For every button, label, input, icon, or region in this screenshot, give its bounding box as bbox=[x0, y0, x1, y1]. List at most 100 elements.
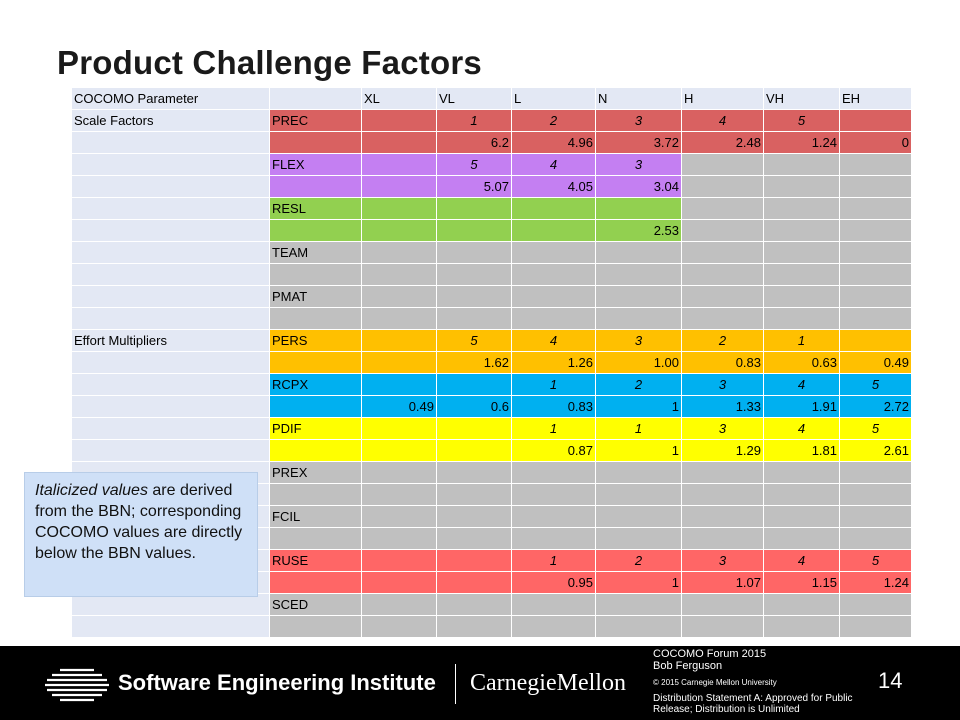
table-row bbox=[72, 264, 912, 286]
table-cell bbox=[437, 418, 512, 440]
table-cell bbox=[682, 242, 764, 264]
header-cell-xl: XL bbox=[362, 88, 437, 110]
row-factor-name: RCPX bbox=[270, 374, 362, 396]
row-factor-name bbox=[270, 616, 362, 638]
table-cell: 5 bbox=[437, 330, 512, 352]
table-cell bbox=[362, 440, 437, 462]
row-factor-name bbox=[270, 440, 362, 462]
table-cell bbox=[764, 308, 840, 330]
note-italic-text: Italicized values bbox=[35, 482, 148, 499]
table-cell bbox=[437, 528, 512, 550]
table-cell bbox=[840, 330, 912, 352]
table-cell bbox=[437, 220, 512, 242]
table-cell bbox=[362, 550, 437, 572]
table-header-row: COCOMO Parameter XL VL L N H VH EH bbox=[72, 88, 912, 110]
table-cell bbox=[362, 528, 437, 550]
table-cell bbox=[840, 528, 912, 550]
table-cell bbox=[764, 154, 840, 176]
table-row: Effort Multipliers PERS 5 4 3 2 1 bbox=[72, 330, 912, 352]
table-cell: 1 bbox=[596, 418, 682, 440]
table-row: 2.53 bbox=[72, 220, 912, 242]
table-cell: 1.07 bbox=[682, 572, 764, 594]
row-factor-name: RUSE bbox=[270, 550, 362, 572]
table-cell: 3 bbox=[682, 418, 764, 440]
table-cell bbox=[840, 242, 912, 264]
table-cell: 1.33 bbox=[682, 396, 764, 418]
table-cell bbox=[512, 506, 596, 528]
row-group-label bbox=[72, 176, 270, 198]
sei-wordmark: Software Engineering Institute bbox=[118, 670, 436, 695]
table-cell bbox=[840, 616, 912, 638]
row-group-label bbox=[72, 154, 270, 176]
table-row: 0.49 0.6 0.83 1 1.33 1.91 2.72 bbox=[72, 396, 912, 418]
table-cell: 0.83 bbox=[682, 352, 764, 374]
table-cell: 3 bbox=[682, 374, 764, 396]
table-cell: 0.83 bbox=[512, 396, 596, 418]
header-cell-h: H bbox=[682, 88, 764, 110]
table-cell bbox=[596, 506, 682, 528]
table-cell bbox=[362, 264, 437, 286]
table-cell bbox=[362, 198, 437, 220]
table-cell bbox=[437, 462, 512, 484]
footer-event: COCOMO Forum 2015 bbox=[653, 648, 767, 660]
table-cell: 3 bbox=[682, 550, 764, 572]
table-cell bbox=[840, 594, 912, 616]
table-cell bbox=[840, 462, 912, 484]
table-cell bbox=[512, 198, 596, 220]
table-row: TEAM bbox=[72, 242, 912, 264]
table-cell: 5 bbox=[764, 110, 840, 132]
table-row: SCED bbox=[72, 594, 912, 616]
table-cell bbox=[840, 506, 912, 528]
row-factor-name bbox=[270, 484, 362, 506]
table-cell: 5 bbox=[840, 550, 912, 572]
table-cell: 1.81 bbox=[764, 440, 840, 462]
row-factor-name: FLEX bbox=[270, 154, 362, 176]
table-cell bbox=[512, 484, 596, 506]
header-cell-name bbox=[270, 88, 362, 110]
table-cell: 2 bbox=[512, 110, 596, 132]
header-cell-eh: EH bbox=[840, 88, 912, 110]
table-cell: 1.24 bbox=[840, 572, 912, 594]
table-cell bbox=[682, 594, 764, 616]
table-cell bbox=[596, 198, 682, 220]
row-factor-name bbox=[270, 396, 362, 418]
table-cell bbox=[362, 594, 437, 616]
table-cell bbox=[437, 506, 512, 528]
table-cell: 1 bbox=[512, 550, 596, 572]
table-cell bbox=[596, 242, 682, 264]
row-factor-name bbox=[270, 176, 362, 198]
table-cell: 4 bbox=[682, 110, 764, 132]
table-cell: 0.6 bbox=[437, 396, 512, 418]
table-row: Scale Factors PREC 1 2 3 4 5 bbox=[72, 110, 912, 132]
table-cell bbox=[682, 264, 764, 286]
table-cell: 3.04 bbox=[596, 176, 682, 198]
row-factor-name bbox=[270, 528, 362, 550]
footer-bar: Software Engineering Institute CarnegieM… bbox=[0, 646, 960, 720]
table-cell: 1.26 bbox=[512, 352, 596, 374]
table-cell bbox=[362, 220, 437, 242]
table-cell bbox=[437, 264, 512, 286]
table-cell bbox=[512, 462, 596, 484]
table-cell bbox=[362, 176, 437, 198]
row-factor-name bbox=[270, 132, 362, 154]
table-cell: 3 bbox=[596, 330, 682, 352]
row-group-label bbox=[72, 616, 270, 638]
footer-divider bbox=[455, 664, 456, 704]
table-cell: 5 bbox=[437, 154, 512, 176]
sei-globe-icon bbox=[45, 668, 109, 702]
table-cell bbox=[764, 198, 840, 220]
table-row: 5.07 4.05 3.04 bbox=[72, 176, 912, 198]
table-cell: 1 bbox=[764, 330, 840, 352]
header-cell-n: N bbox=[596, 88, 682, 110]
table-cell bbox=[840, 220, 912, 242]
table-cell bbox=[682, 528, 764, 550]
table-cell bbox=[840, 176, 912, 198]
table-row: 6.2 4.96 3.72 2.48 1.24 0 bbox=[72, 132, 912, 154]
table-cell bbox=[596, 594, 682, 616]
page-number: 14 bbox=[878, 668, 903, 693]
row-factor-name bbox=[270, 220, 362, 242]
table-cell bbox=[362, 286, 437, 308]
table-cell: 4 bbox=[764, 418, 840, 440]
table-cell bbox=[362, 572, 437, 594]
table-cell bbox=[437, 374, 512, 396]
